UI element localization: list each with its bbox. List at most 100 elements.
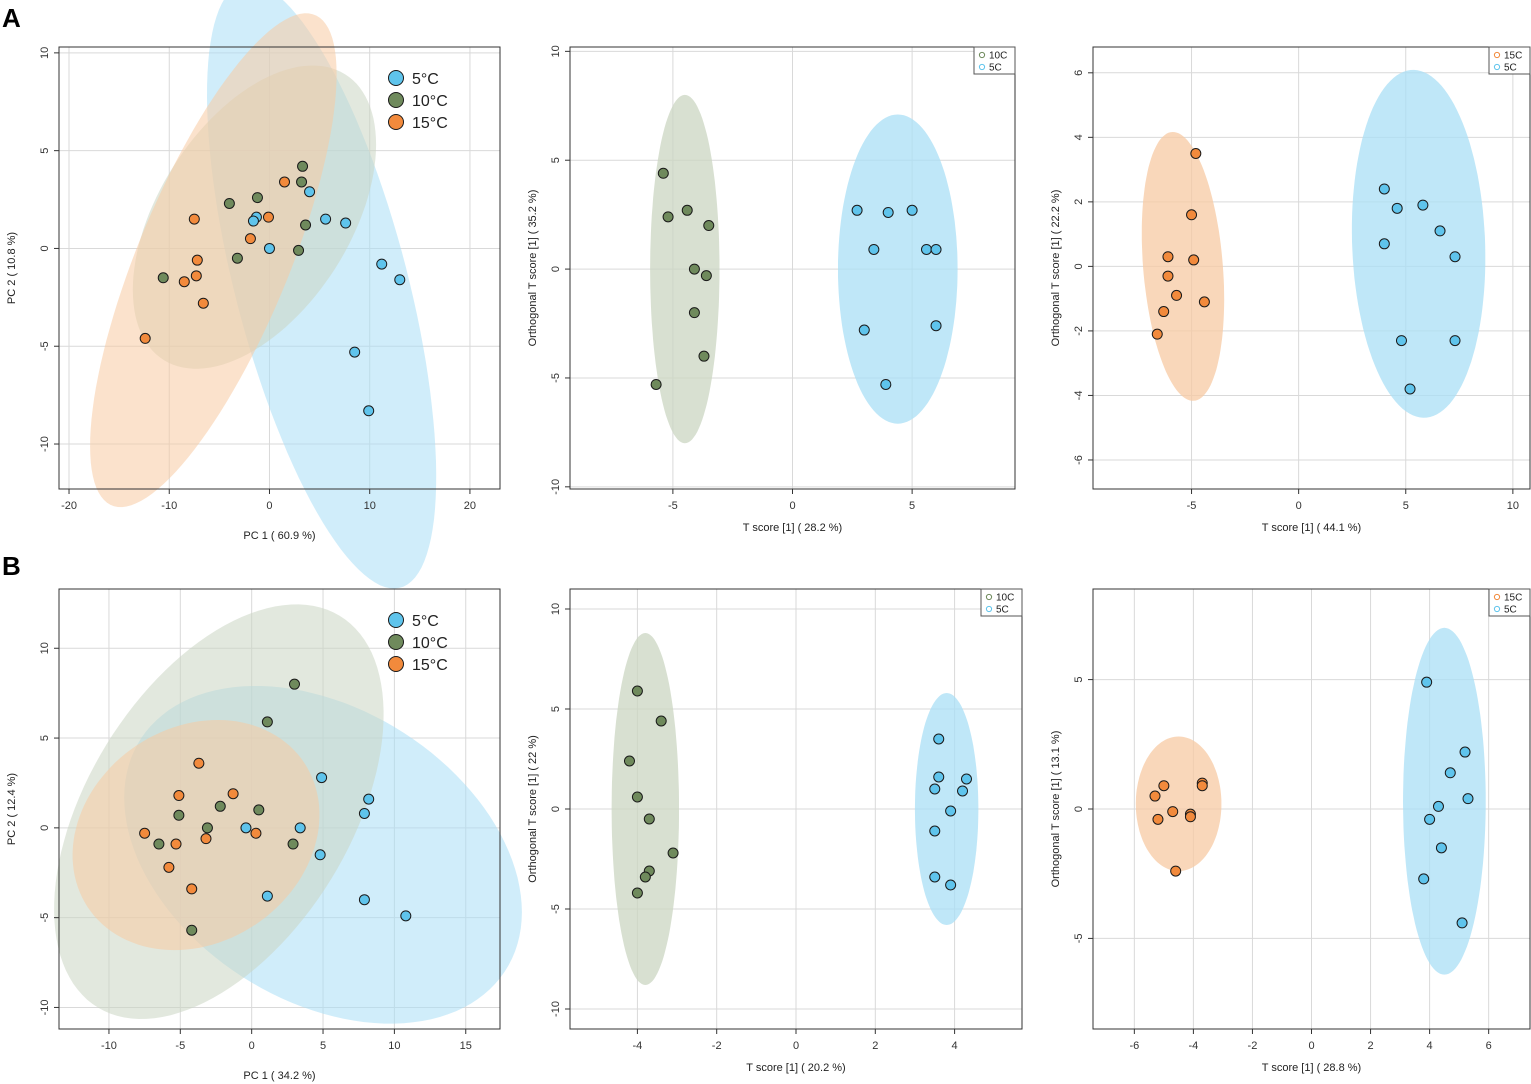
x-tick-label: -5 xyxy=(1187,500,1197,512)
y-tick-label: 2 xyxy=(1073,199,1085,205)
x-tick-label: 5 xyxy=(1403,500,1409,512)
data-point-15c xyxy=(163,861,175,873)
data-point-15c xyxy=(1188,254,1200,266)
x-tick-label: 20 xyxy=(464,500,476,512)
data-point-5c xyxy=(1378,183,1390,195)
x-tick-label: -10 xyxy=(161,500,177,512)
legend-marker-5c xyxy=(978,63,986,71)
data-point-5c xyxy=(945,879,957,891)
data-point-5c xyxy=(363,405,375,417)
data-point-5c xyxy=(945,805,957,817)
data-point-15c xyxy=(227,788,239,800)
y-tick-label: 10 xyxy=(550,45,562,57)
data-point-10c xyxy=(300,219,312,231)
y-tick-label: -10 xyxy=(550,479,562,495)
data-point-10c xyxy=(631,887,643,899)
legend-marker-10c xyxy=(388,92,404,108)
data-point-10c xyxy=(173,809,185,821)
y-tick-label: 0 xyxy=(39,825,51,831)
data-point-10c xyxy=(667,847,679,859)
data-point-5c xyxy=(263,242,275,254)
data-point-5c xyxy=(1424,813,1436,825)
legend: 5°C 10°C 15°C xyxy=(388,612,448,674)
series-15c xyxy=(1151,147,1210,340)
ellipse-15c xyxy=(72,720,320,951)
legend-marker-5c xyxy=(388,612,404,628)
legend-marker-15c xyxy=(1493,593,1501,601)
x-tick-label: -2 xyxy=(1248,1040,1258,1052)
series-10c xyxy=(650,167,715,390)
data-point-5c xyxy=(304,186,316,198)
data-point-5c xyxy=(294,822,306,834)
panel-label-a: A xyxy=(2,3,21,33)
x-tick-label: 0 xyxy=(1296,500,1302,512)
legend-label: 10C xyxy=(989,51,1007,62)
data-point-15c xyxy=(1162,251,1174,263)
data-point-10c xyxy=(293,244,305,256)
x-tick-label: 0 xyxy=(789,500,795,512)
y-tick-label: 4 xyxy=(1073,134,1085,140)
y-tick-label: 5 xyxy=(39,735,51,741)
series-5c xyxy=(247,186,406,417)
ellipse-5c xyxy=(1403,627,1486,975)
y-axis-title: Orthogonal T score [1] ( 22.2 %) xyxy=(1050,190,1062,347)
data-point-15c xyxy=(139,332,151,344)
x-tick-label: 0 xyxy=(793,1040,799,1052)
y-axis-title: PC 2 ( 10.8 %) xyxy=(6,232,18,304)
legend-marker-15c xyxy=(388,114,404,130)
data-point-5c xyxy=(930,243,942,255)
y-tick-label: -4 xyxy=(1073,391,1085,401)
data-point-5c xyxy=(868,243,880,255)
data-point-15c xyxy=(1190,147,1202,159)
data-point-10c xyxy=(700,270,712,282)
x-axis-title: T score [1] ( 28.2 %) xyxy=(743,522,842,534)
y-tick-label: 0 xyxy=(550,806,562,812)
x-tick-label: -20 xyxy=(61,500,77,512)
x-tick-label: 0 xyxy=(1308,1040,1314,1052)
y-axis-title: Orthogonal T score [1] ( 22 %) xyxy=(527,735,539,883)
y-tick-label: 0 xyxy=(550,266,562,272)
data-point-5c xyxy=(930,320,942,332)
data-point-10c xyxy=(153,838,165,850)
x-tick-label: 10 xyxy=(364,500,376,512)
y-tick-label: -10 xyxy=(550,1001,562,1017)
data-point-15c xyxy=(178,276,190,288)
series-10c xyxy=(623,685,679,899)
panel-label-b: B xyxy=(2,551,21,581)
x-axis-title: T score [1] ( 44.1 %) xyxy=(1262,522,1361,534)
data-point-10c xyxy=(639,871,651,883)
plot-frame xyxy=(1092,46,1531,490)
data-point-10c xyxy=(688,307,700,319)
x-tick-label: 15 xyxy=(460,1040,472,1052)
x-tick-label: -10 xyxy=(101,1040,117,1052)
data-point-5c xyxy=(358,894,370,906)
x-axis-title: PC 1 ( 34.2 %) xyxy=(243,1070,315,1082)
data-point-5c xyxy=(314,849,326,861)
data-point-5c xyxy=(960,773,972,785)
data-point-15c xyxy=(1151,328,1163,340)
ellipse-15c xyxy=(1141,132,1225,401)
legend: 5°C 10°C 15°C xyxy=(388,70,448,132)
y-tick-label: 5 xyxy=(1073,677,1085,683)
ellipse-15c xyxy=(90,13,337,508)
series-5c xyxy=(851,204,942,390)
y-tick-label: 10 xyxy=(39,47,51,59)
y-tick-label: -6 xyxy=(1073,455,1085,465)
series-10c xyxy=(157,160,312,284)
legend-marker-5c xyxy=(1493,63,1501,71)
data-point-5c xyxy=(1404,383,1416,395)
y-axis-title: PC 2 ( 12.4 %) xyxy=(6,773,18,845)
data-point-15c xyxy=(244,233,256,245)
series-5c xyxy=(1418,676,1474,929)
data-point-15c xyxy=(1196,780,1208,792)
legend-label: 15°C xyxy=(412,115,448,132)
series-15c xyxy=(139,757,262,895)
series-15c xyxy=(139,176,291,344)
y-tick-label: 0 xyxy=(39,245,51,251)
x-axis-title: T score [1] ( 20.2 %) xyxy=(746,1062,845,1074)
y-tick-label: 5 xyxy=(550,706,562,712)
data-point-10c xyxy=(688,263,700,275)
plot-b2-opls-10c-vs-5c: -4 -2 0 2 4 -10 -5 0 5 10 T score [1] ( 20.2 %) Ort… xyxy=(527,588,1023,1074)
